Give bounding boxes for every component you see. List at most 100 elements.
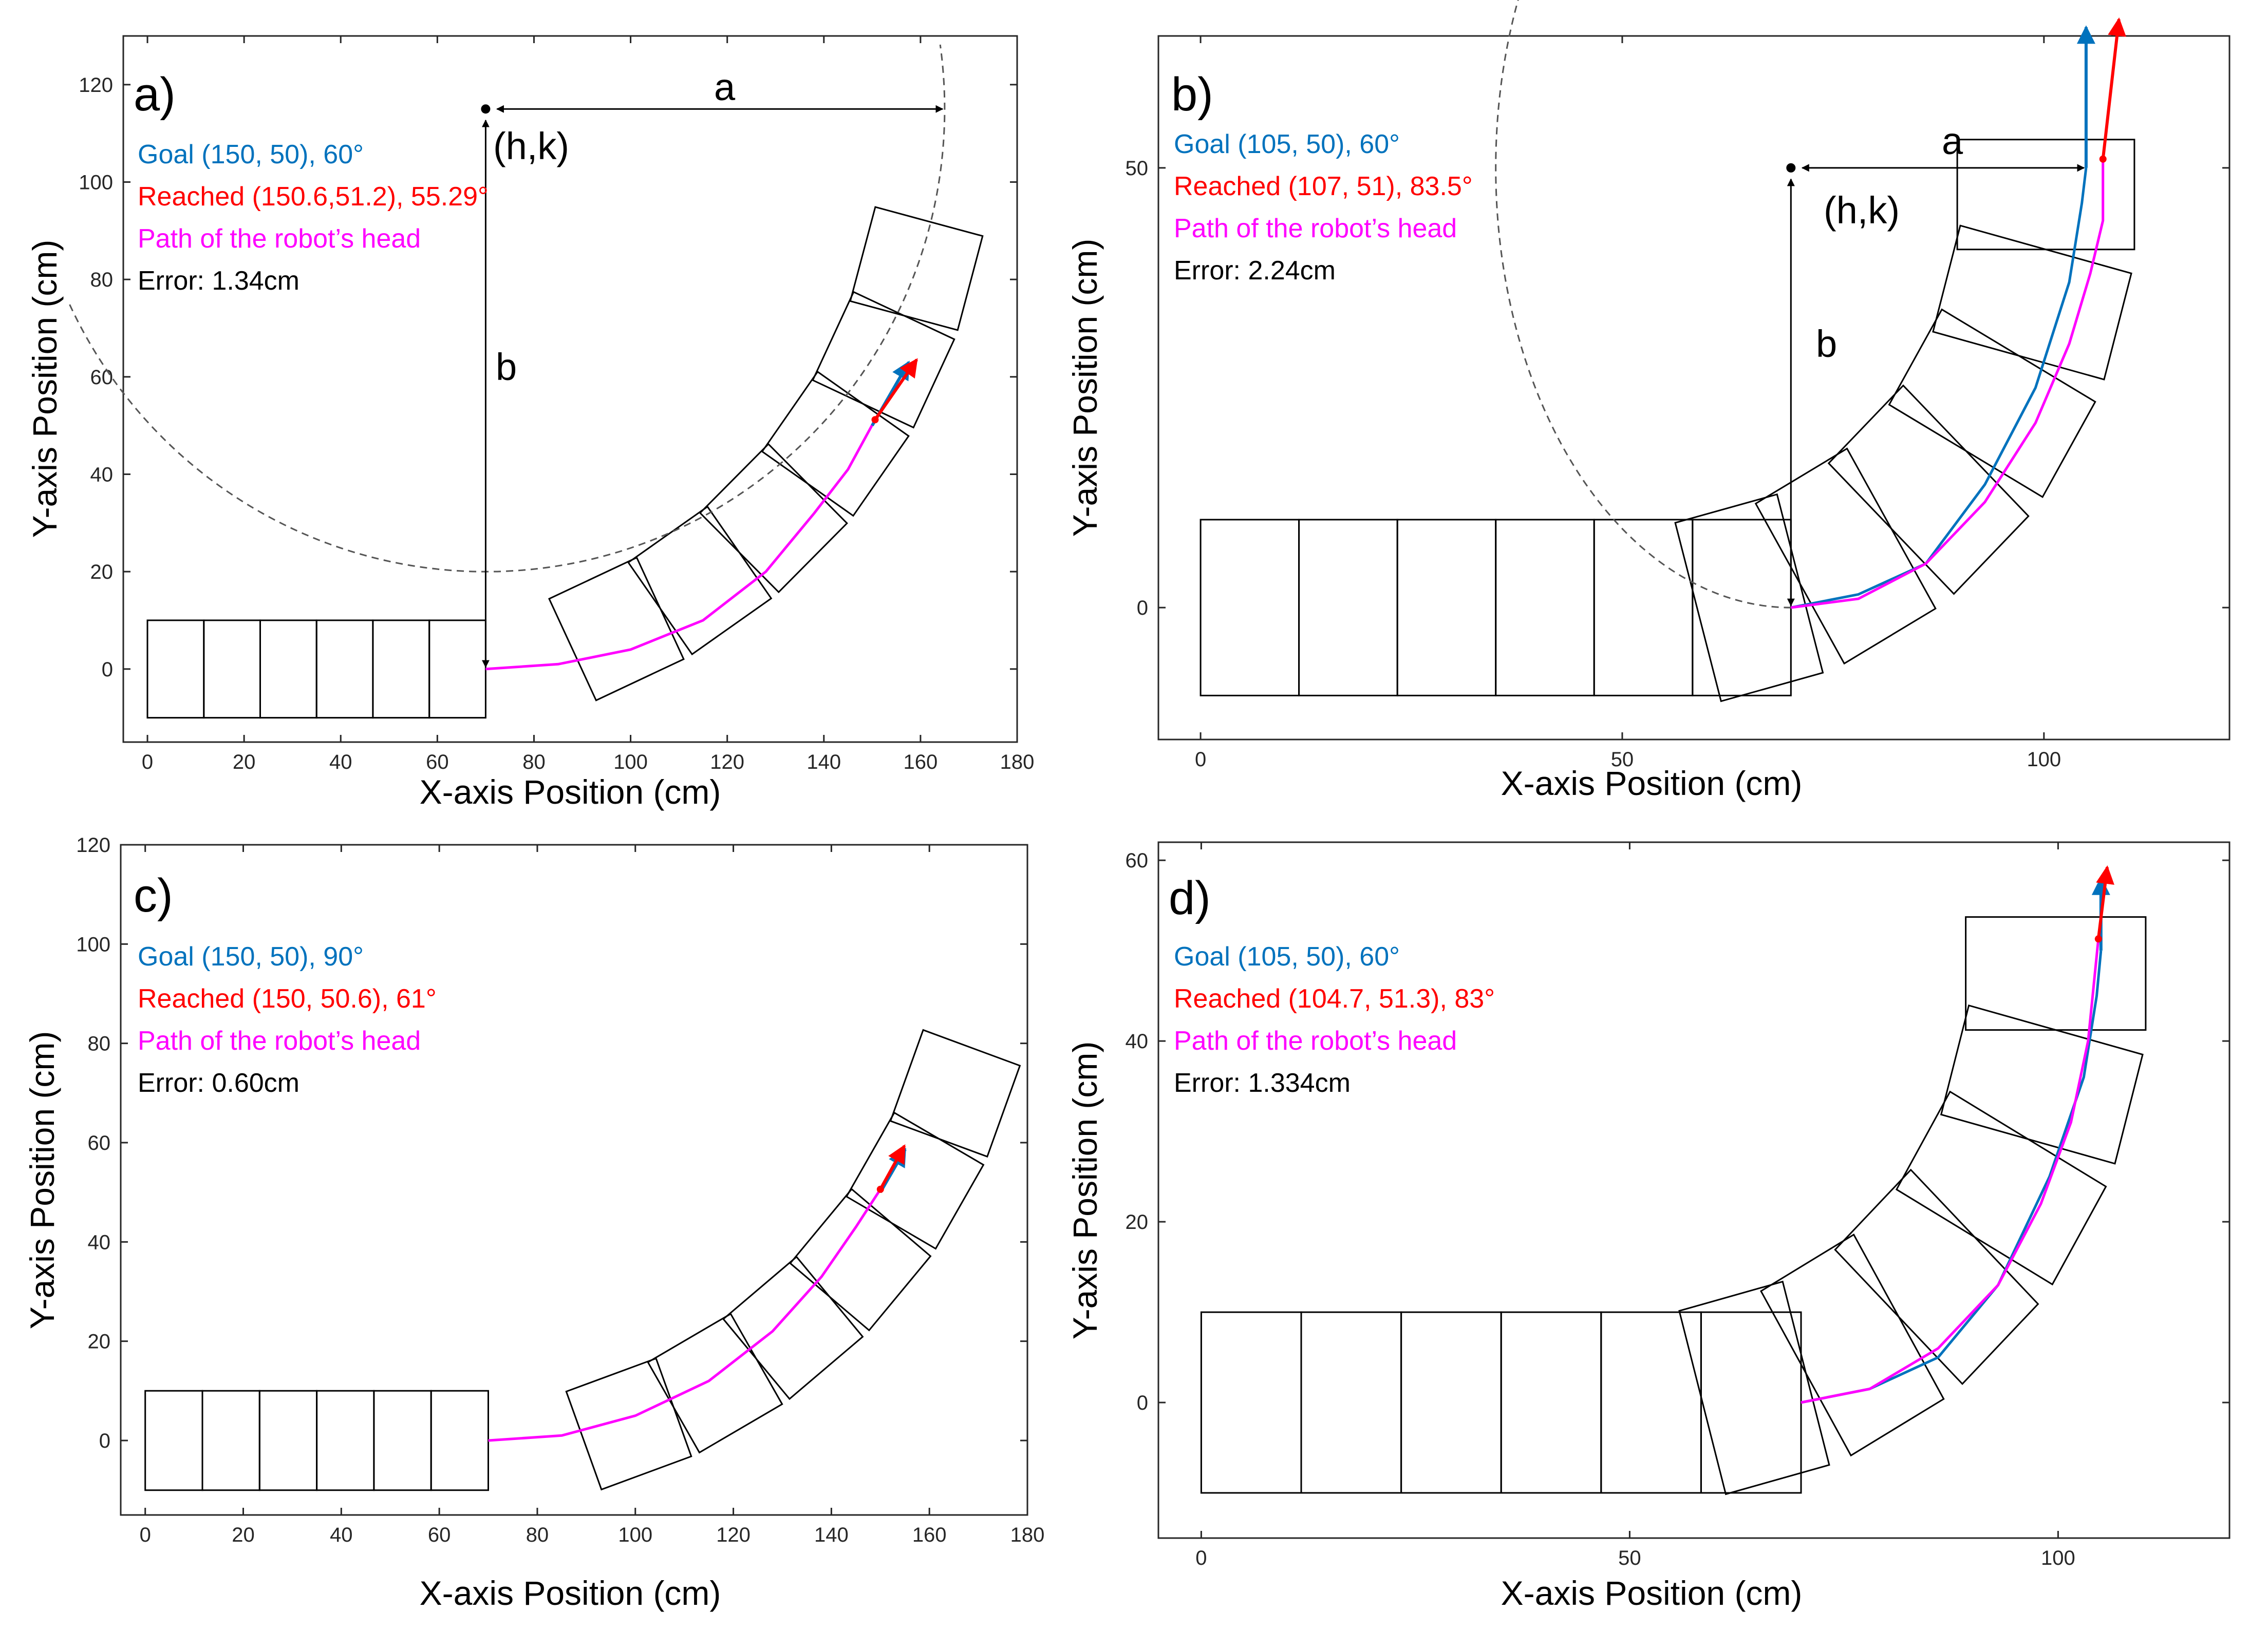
straight-segment <box>428 619 486 719</box>
legend-reached: Reached (107, 51), 83.5° <box>1174 172 1473 201</box>
x-tick-label: 160 <box>904 751 938 773</box>
x-tick-label: 50 <box>1618 1547 1641 1569</box>
y-tick-label: 20 <box>1126 1211 1149 1234</box>
x-tick-label: 0 <box>140 1524 151 1546</box>
legend-goal: Goal (105, 50), 60° <box>1174 129 1400 159</box>
axis-ticks: 0 20 40 60 80 100 120 140 160 180 0 20 40 60 80 100 120 <box>76 834 1044 1546</box>
curved-segment <box>722 1256 864 1400</box>
legend-reached: Reached (150.6,51.2), 55.29° <box>138 182 489 212</box>
x-tick-label: 140 <box>814 1524 849 1546</box>
x-tick-label: 40 <box>329 751 352 773</box>
legend-goal: Goal (150, 50), 90° <box>138 942 364 972</box>
axis-ticks: 0 20 40 60 80 100 120 140 160 180 0 20 40 60 80 100 120 <box>79 36 1034 773</box>
b-label: b <box>496 346 517 388</box>
y-tick-label: 20 <box>88 1331 111 1353</box>
traces <box>1495 0 2127 609</box>
panel-label: b) <box>1171 68 1213 121</box>
x-tick-label: 50 <box>1611 748 1634 771</box>
robot-body <box>1200 916 2147 1495</box>
center-point <box>481 104 491 114</box>
curved-segment <box>699 443 848 594</box>
plot-frame <box>1157 841 2230 1539</box>
y-tick-label: 60 <box>88 1132 111 1154</box>
x-tick-label: 80 <box>526 1524 549 1546</box>
curved-segment <box>1678 1280 1830 1495</box>
x-tick-label: 100 <box>2027 748 2061 771</box>
center-label: (h,k) <box>1824 189 1900 232</box>
curved-segment <box>565 1357 692 1491</box>
reached-arrow <box>874 358 918 421</box>
y-tick-label: 40 <box>88 1231 111 1254</box>
head-path-line <box>1801 939 2100 1404</box>
legend-path: Path of the robot’s head <box>138 1026 421 1056</box>
y-tick-label: 100 <box>76 933 110 956</box>
traces <box>488 1144 907 1442</box>
y-axis-label: Y-axis Position (cm) <box>23 1031 61 1330</box>
straight-segment <box>1495 519 1595 696</box>
x-axis-label: X-axis Position (cm) <box>1501 1574 1803 1612</box>
straight-segment <box>1700 1311 1802 1494</box>
y-tick-label: 80 <box>88 1033 111 1055</box>
curved-segment <box>889 1029 1021 1158</box>
straight-segment <box>1199 519 1300 696</box>
legend-path: Path of the robot’s head <box>1174 214 1457 243</box>
goal-path-line <box>1790 167 2088 609</box>
head-path-line <box>488 1188 882 1442</box>
y-tick-label: 100 <box>79 171 113 194</box>
x-tick-label: 20 <box>232 1524 255 1546</box>
y-tick-label: 20 <box>90 561 114 583</box>
legend-error: Error: 1.34cm <box>138 266 299 296</box>
x-tick-label: 100 <box>618 1524 652 1546</box>
curved-segment <box>1674 493 1824 703</box>
x-tick-label: 0 <box>1195 1547 1207 1569</box>
curved-segment <box>1895 1090 2107 1286</box>
reached-point <box>2099 155 2107 163</box>
y-axis-label: Y-axis Position (cm) <box>1066 239 1104 537</box>
curved-segment <box>627 505 773 656</box>
y-tick-label: 0 <box>1137 1392 1148 1414</box>
curved-segment <box>548 556 685 702</box>
curved-segment <box>1956 139 2135 251</box>
reached-arrow <box>879 1144 906 1190</box>
traces <box>69 44 946 671</box>
a-label: a <box>1942 120 1963 162</box>
reached-point <box>871 416 879 424</box>
a-label: a <box>714 66 736 108</box>
x-axis-label: X-axis Position (cm) <box>1501 764 1803 802</box>
legend-path: Path of the robot’s head <box>138 224 421 254</box>
y-axis-label: Y-axis Position (cm) <box>26 240 64 538</box>
y-tick-label: 50 <box>1126 157 1149 180</box>
curved-segment <box>849 206 984 331</box>
legend-goal: Goal (105, 50), 60° <box>1174 942 1400 972</box>
y-tick-label: 40 <box>90 463 114 486</box>
curved-segment <box>845 1111 985 1250</box>
straight-segment <box>1298 519 1398 696</box>
y-tick-label: 120 <box>76 834 110 857</box>
legend-error: Error: 2.24cm <box>1174 256 1336 286</box>
x-axis-label: X-axis Position (cm) <box>420 773 721 811</box>
legend-error: Error: 1.334cm <box>1174 1068 1351 1098</box>
x-tick-label: 180 <box>1000 751 1035 773</box>
straight-segment <box>1500 1311 1602 1494</box>
straight-segment <box>1396 519 1497 696</box>
straight-segment <box>372 619 430 719</box>
x-tick-label: 120 <box>716 1524 751 1546</box>
curved-segment <box>1759 1234 1945 1457</box>
y-tick-label: 0 <box>1137 597 1148 619</box>
x-tick-label: 60 <box>428 1524 451 1546</box>
curved-segment <box>1888 308 2096 498</box>
head-path-line <box>485 419 876 671</box>
legend-reached: Reached (150, 50.6), 61° <box>138 984 437 1014</box>
curved-segment <box>761 370 910 517</box>
panel-b: 0 50 100 0 50 b) Goal (105, 50), 60° Reached… <box>1066 0 2230 802</box>
plot-frame <box>1157 35 2230 741</box>
curved-segment <box>1940 1004 2144 1165</box>
x-tick-label: 80 <box>522 751 546 773</box>
straight-segment <box>1593 519 1694 696</box>
curved-segment <box>647 1313 783 1454</box>
x-axis-label: X-axis Position (cm) <box>420 1574 721 1612</box>
x-tick-label: 180 <box>1010 1524 1045 1546</box>
straight-segment <box>430 1390 489 1491</box>
x-tick-label: 160 <box>912 1524 947 1546</box>
y-tick-label: 0 <box>102 658 113 681</box>
